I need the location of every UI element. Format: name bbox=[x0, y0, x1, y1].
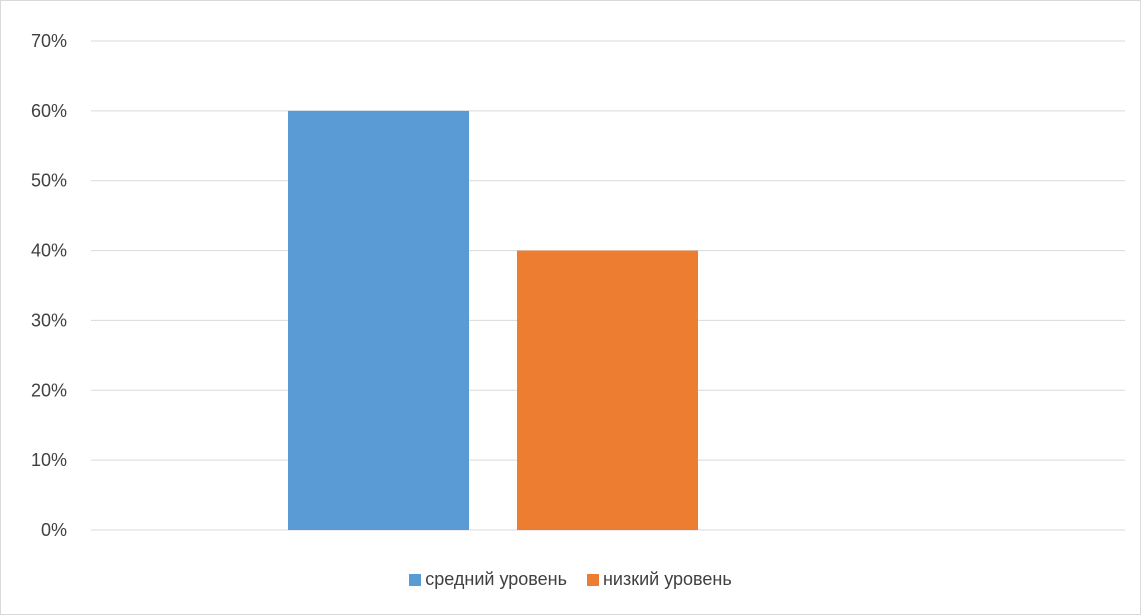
legend-item-series-2: низкий уровень bbox=[586, 569, 732, 590]
y-tick-label: 60% bbox=[31, 101, 67, 121]
y-axis-ticks: 0% 10% 20% 30% 40% 50% 60% 70% bbox=[31, 31, 67, 540]
legend-label-series-2: низкий уровень bbox=[602, 569, 732, 589]
legend-label-series-1: средний уровень bbox=[425, 569, 567, 589]
bars bbox=[288, 110, 698, 531]
legend-swatch-series-2 bbox=[586, 573, 599, 586]
bar-series-2 bbox=[517, 250, 698, 531]
y-tick-label: 10% bbox=[31, 450, 67, 470]
bar-series-1 bbox=[288, 110, 469, 530]
y-tick-label: 50% bbox=[31, 171, 67, 191]
legend: средний уровень низкий уровень bbox=[1, 569, 1140, 590]
y-tick-label: 70% bbox=[31, 31, 67, 51]
legend-item-series-1: средний уровень bbox=[409, 569, 567, 590]
y-tick-label: 40% bbox=[31, 241, 67, 261]
y-tick-label: 20% bbox=[31, 380, 67, 400]
y-tick-label: 30% bbox=[31, 310, 67, 330]
legend-swatch-series-1 bbox=[409, 573, 422, 586]
y-tick-label: 0% bbox=[41, 520, 67, 540]
